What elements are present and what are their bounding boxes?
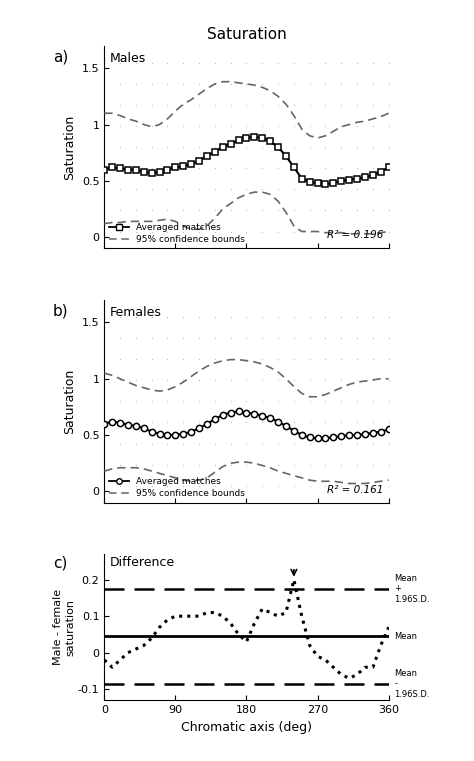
Legend: Averaged matches, 95% confidence bounds: Averaged matches, 95% confidence bounds — [109, 477, 245, 498]
Y-axis label: Saturation: Saturation — [63, 368, 76, 434]
Text: R² = 0.196: R² = 0.196 — [327, 231, 383, 240]
Text: R² = 0.161: R² = 0.161 — [327, 485, 383, 495]
Legend: Averaged matches, 95% confidence bounds: Averaged matches, 95% confidence bounds — [109, 223, 245, 244]
Text: c): c) — [53, 556, 67, 571]
Y-axis label: Male - female
saturation: Male - female saturation — [54, 589, 75, 665]
Text: Saturation: Saturation — [207, 27, 286, 42]
Text: Mean: Mean — [394, 632, 418, 641]
Text: Mean
+
1.96S.D.: Mean + 1.96S.D. — [394, 574, 430, 603]
Y-axis label: Saturation: Saturation — [63, 114, 76, 180]
Text: a): a) — [53, 49, 68, 65]
Text: Females: Females — [110, 306, 162, 319]
Text: Difference: Difference — [110, 556, 175, 568]
Text: Mean
-
1.96S.D.: Mean - 1.96S.D. — [394, 669, 430, 699]
Text: b): b) — [53, 304, 69, 319]
Text: Males: Males — [110, 52, 146, 65]
X-axis label: Chromatic axis (deg): Chromatic axis (deg) — [181, 721, 312, 734]
